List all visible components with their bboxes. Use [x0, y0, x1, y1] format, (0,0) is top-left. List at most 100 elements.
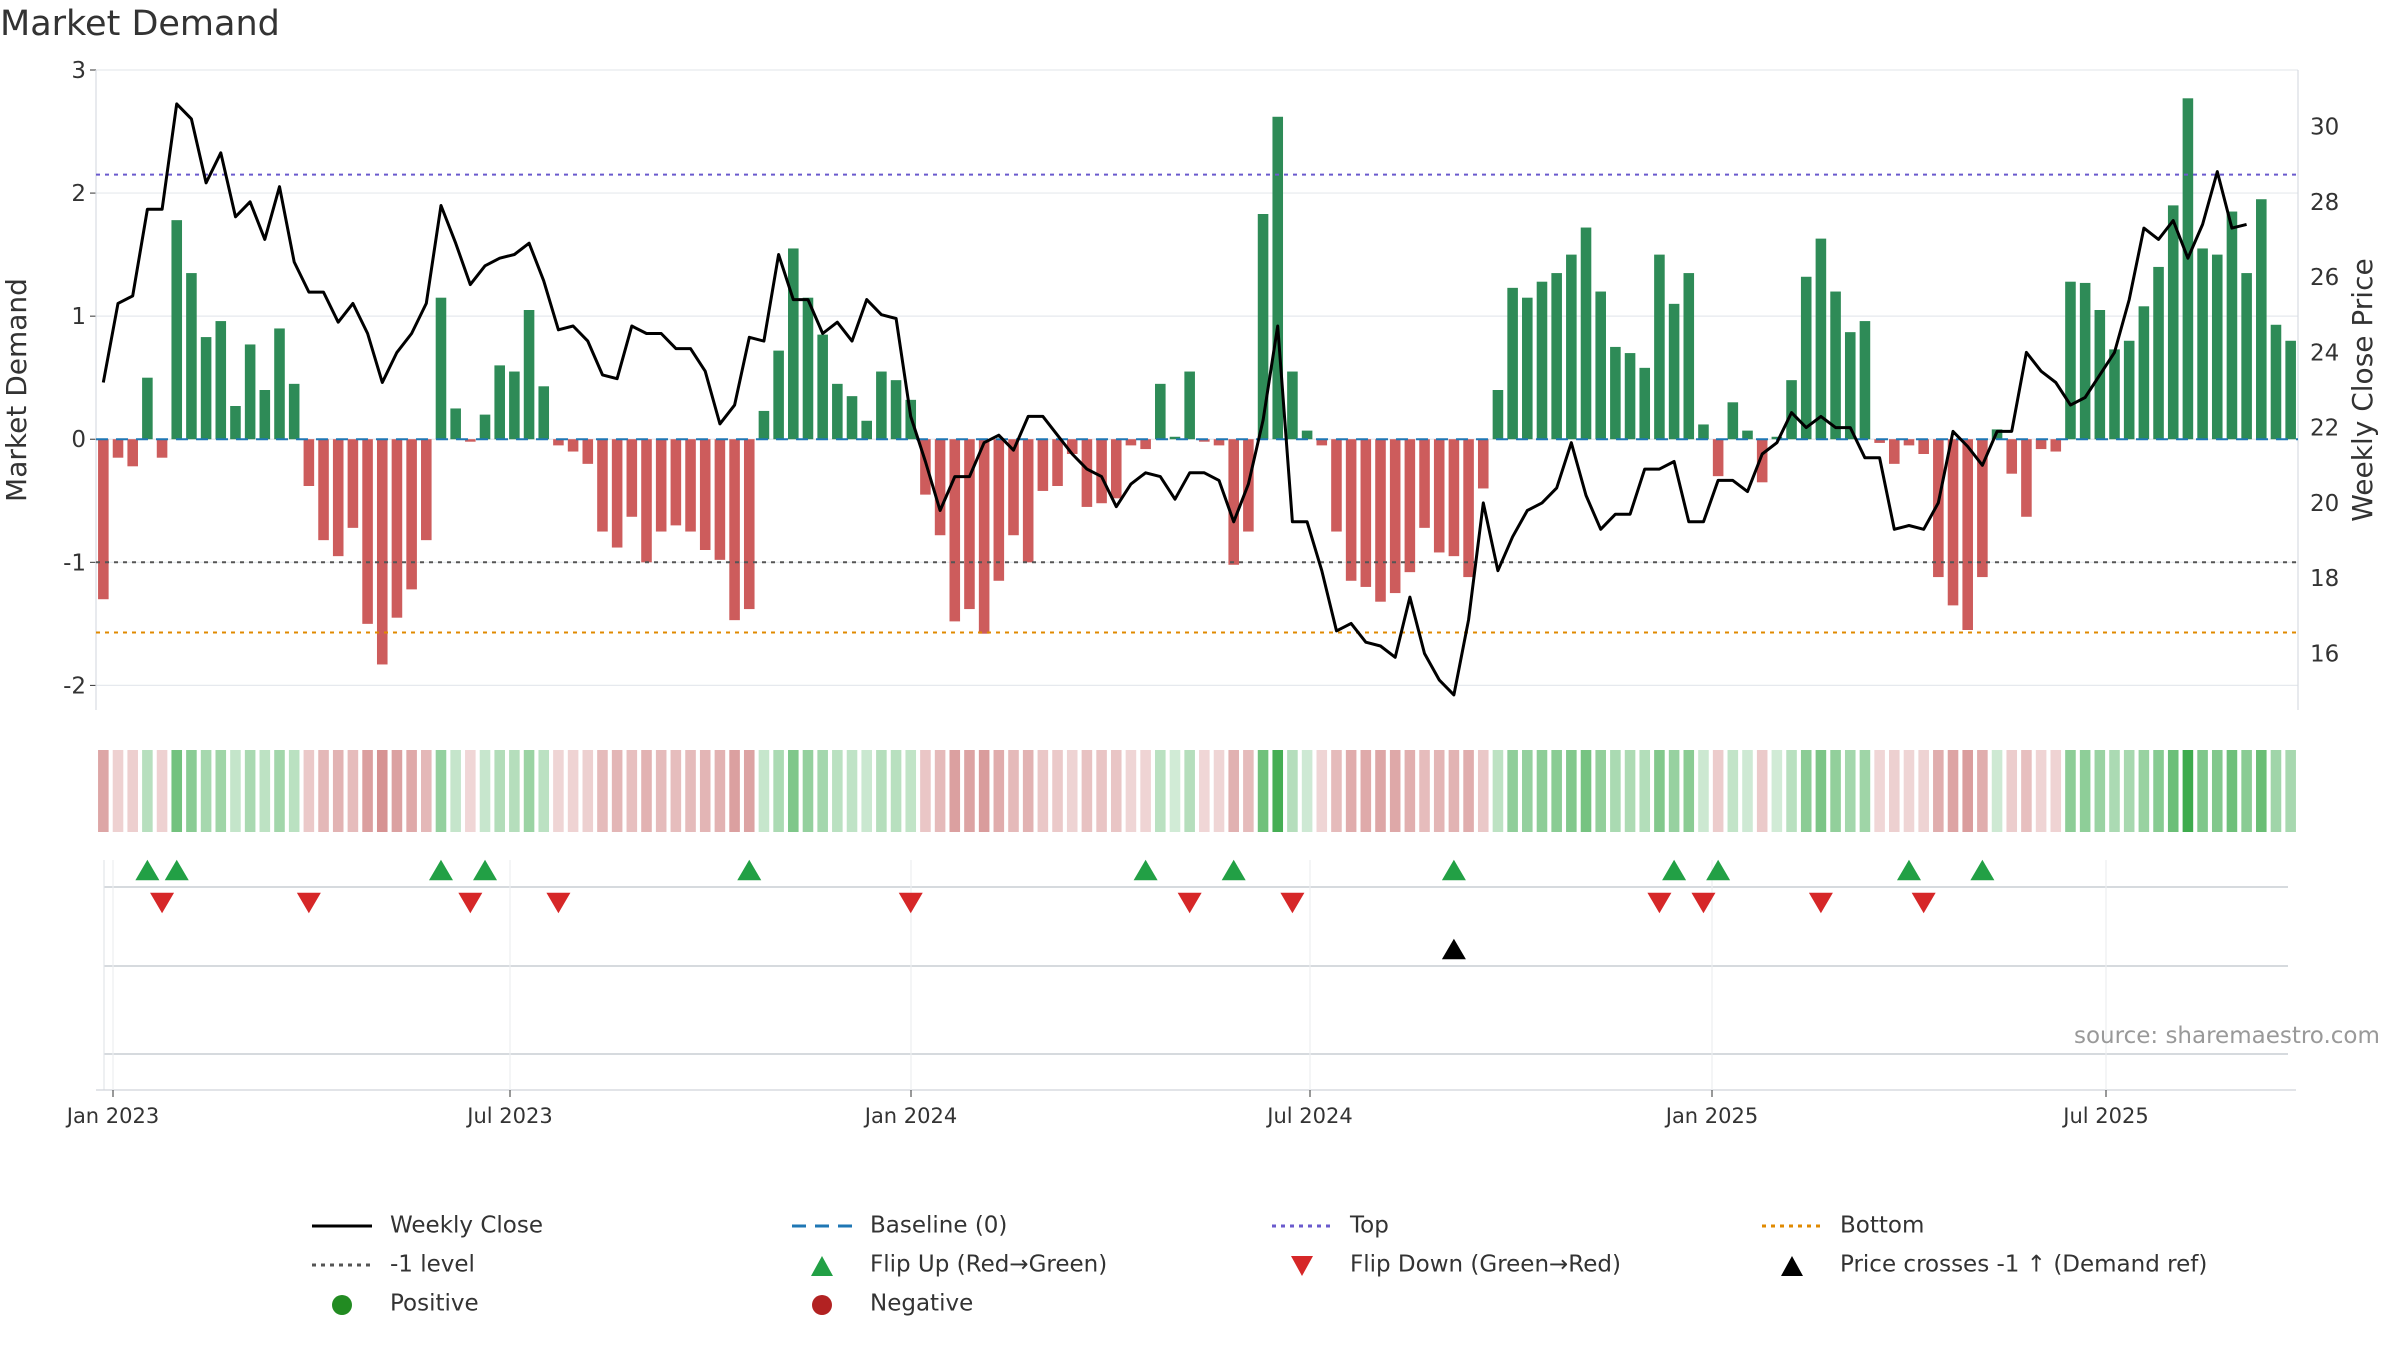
heat-cell: [200, 750, 212, 832]
heat-cell: [2153, 750, 2164, 832]
legend-label: Price crosses -1 ↑ (Demand ref): [1840, 1251, 2208, 1278]
demand-bar: [1228, 439, 1239, 565]
demand-bar: [1712, 439, 1724, 477]
heat-cell: [523, 750, 535, 832]
heat-cell: [1037, 750, 1049, 832]
legend-item: Bottom: [1750, 1212, 1924, 1239]
heat-cell: [1580, 750, 1592, 832]
heat-cell: [362, 750, 373, 832]
heat-cell: [1287, 750, 1298, 832]
heat-cell: [1903, 750, 1915, 832]
heat-cell: [1155, 750, 1166, 832]
heat-cell: [802, 750, 814, 832]
heat-cell: [1566, 750, 1577, 832]
demand-bar: [553, 439, 564, 446]
demand-bar: [2241, 273, 2252, 440]
heat-cell: [509, 750, 520, 832]
heat-cell: [1947, 750, 1959, 832]
demand-bar: [2197, 248, 2208, 440]
flip-down-marker: [898, 892, 923, 914]
heat-cell: [597, 750, 608, 832]
heat-cell: [743, 750, 755, 832]
legend-item: Top: [1260, 1212, 1389, 1239]
heat-cell: [1389, 750, 1401, 832]
legend-symbol-icon: [780, 1252, 860, 1278]
heat-cell: [1874, 750, 1885, 832]
heat-cell: [274, 750, 285, 832]
legend-label: Bottom: [1840, 1212, 1925, 1239]
heat-cell: [2256, 750, 2267, 832]
heat-cell: [406, 750, 417, 832]
demand-bar: [670, 439, 682, 526]
demand-bar: [1771, 436, 1783, 440]
heat-cell: [1022, 750, 1034, 832]
flip-up-marker: [135, 859, 160, 881]
demand-bar: [1580, 227, 1592, 440]
demand-bar: [1448, 439, 1460, 557]
heat-cell: [1316, 750, 1328, 832]
demand-bar: [1639, 367, 1651, 440]
demand-bar: [1844, 332, 1856, 440]
y-tick-left: -1: [63, 550, 86, 576]
heat-cell: [112, 750, 124, 832]
legend-label: Positive: [390, 1290, 479, 1317]
heat-cell: [479, 750, 491, 832]
flip-down-marker: [150, 892, 175, 914]
demand-bar: [2256, 199, 2267, 440]
y-tick-left: 0: [71, 427, 86, 453]
heat-cell: [465, 750, 476, 832]
demand-bar: [1463, 439, 1474, 578]
y-tick-right: 20: [2310, 491, 2339, 517]
heat-cell: [2094, 750, 2106, 832]
heat-cell: [2226, 750, 2238, 832]
heat-cell: [1272, 750, 1284, 832]
legend-item: Negative: [780, 1290, 973, 1317]
heat-cell: [964, 750, 975, 832]
y-tick-right: 28: [2310, 190, 2339, 216]
demand-bar: [743, 439, 755, 610]
demand-bar: [685, 439, 696, 532]
heat-cell: [978, 750, 990, 832]
legend-label: Flip Down (Green→Red): [1350, 1251, 1621, 1278]
demand-bar: [538, 386, 550, 440]
demand-bar: [2123, 340, 2135, 440]
heat-cell: [1918, 750, 1929, 832]
heat-cell: [1551, 750, 1562, 832]
y-axis-title-right: Weekly Close Price: [2346, 258, 2379, 521]
demand-bar: [1815, 238, 1827, 440]
flip-up-marker: [1662, 859, 1687, 881]
demand-bar: [1786, 380, 1797, 440]
demand-bar: [494, 365, 505, 440]
demand-bar: [200, 337, 212, 440]
heat-cell: [127, 750, 138, 832]
demand-bar: [2211, 254, 2223, 440]
heat-cell: [391, 750, 403, 832]
heat-cell: [890, 750, 902, 832]
heat-cell: [729, 750, 740, 832]
demand-bar: [1360, 439, 1372, 587]
heat-cell: [832, 750, 843, 832]
chart-title: Market Demand: [0, 4, 280, 44]
heat-cell: [186, 750, 197, 832]
demand-bar: [1830, 291, 1841, 440]
demand-bar: [949, 439, 961, 622]
demand-bar: [1624, 353, 1636, 440]
demand-bar: [244, 344, 256, 440]
heat-cell: [1140, 750, 1151, 832]
flip-up-marker: [1441, 859, 1466, 881]
heat-cell: [2079, 750, 2091, 832]
heat-cell: [1830, 750, 1841, 832]
heat-cell: [2241, 750, 2252, 832]
flip-down-marker: [1911, 892, 1936, 914]
heat-cell: [376, 750, 388, 832]
demand-bar: [890, 380, 902, 440]
y-tick-right: 30: [2310, 114, 2339, 140]
demand-bar: [1404, 439, 1416, 573]
heat-cell: [2021, 750, 2032, 832]
heat-cell: [98, 750, 109, 832]
x-tick-label: Jan 2023: [65, 1104, 160, 1128]
demand-bar: [435, 297, 447, 440]
legend-symbol-icon: [1260, 1252, 1340, 1278]
demand-bar: [391, 439, 403, 618]
heat-cell: [626, 750, 638, 832]
